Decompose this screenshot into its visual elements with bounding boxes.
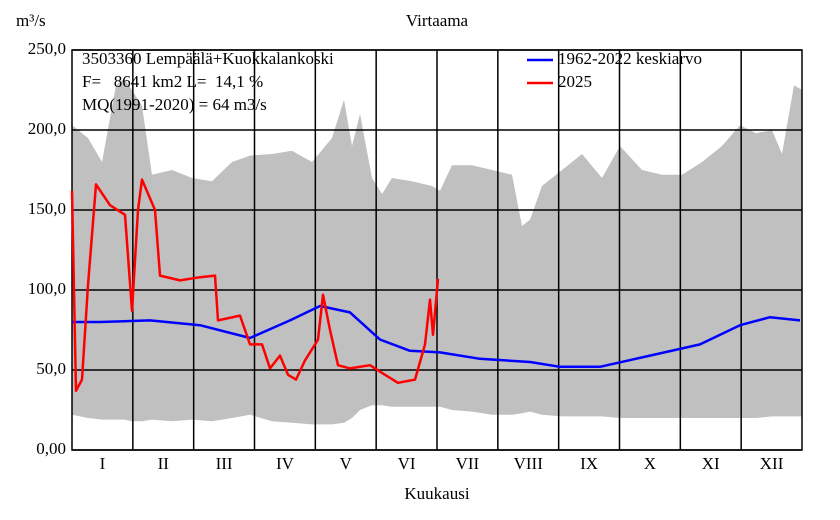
annotation: MQ(1991-2020) = 64 m3/s (82, 95, 267, 114)
x-tick-label: IX (580, 454, 598, 473)
y-axis-label: m³/s (16, 11, 46, 30)
x-tick-label: X (644, 454, 656, 473)
annotation: F= 8641 km2 L= 14,1 % (82, 72, 263, 91)
x-tick-label: XI (702, 454, 720, 473)
series-line (70, 178, 440, 393)
x-tick-label: I (100, 454, 106, 473)
y-tick-label: 150,0 (28, 199, 66, 218)
x-tick-label: II (158, 454, 170, 473)
y-tick-label: 50,0 (36, 359, 66, 378)
series-line (72, 304, 801, 369)
x-tick-label: VIII (514, 454, 544, 473)
y-tick-label: 0,00 (36, 439, 66, 458)
x-tick-label: VI (398, 454, 416, 473)
x-tick-label: V (340, 454, 353, 473)
x-tick-label: III (216, 454, 233, 473)
legend-label: 1962-2022 keskiarvo (558, 49, 702, 68)
y-tick-label: 200,0 (28, 119, 66, 138)
annotation: 3503360 Lempäälä+Kuokkalankoski (82, 49, 334, 68)
x-tick-label: VII (456, 454, 480, 473)
x-tick-label: IV (276, 454, 295, 473)
y-tick-label: 250,0 (28, 39, 66, 58)
chart-title: Virtaama (406, 11, 469, 30)
legend-label: 2025 (558, 72, 592, 91)
x-axis-label: Kuukausi (404, 484, 469, 503)
y-tick-label: 100,0 (28, 279, 66, 298)
x-tick-label: XII (760, 454, 784, 473)
